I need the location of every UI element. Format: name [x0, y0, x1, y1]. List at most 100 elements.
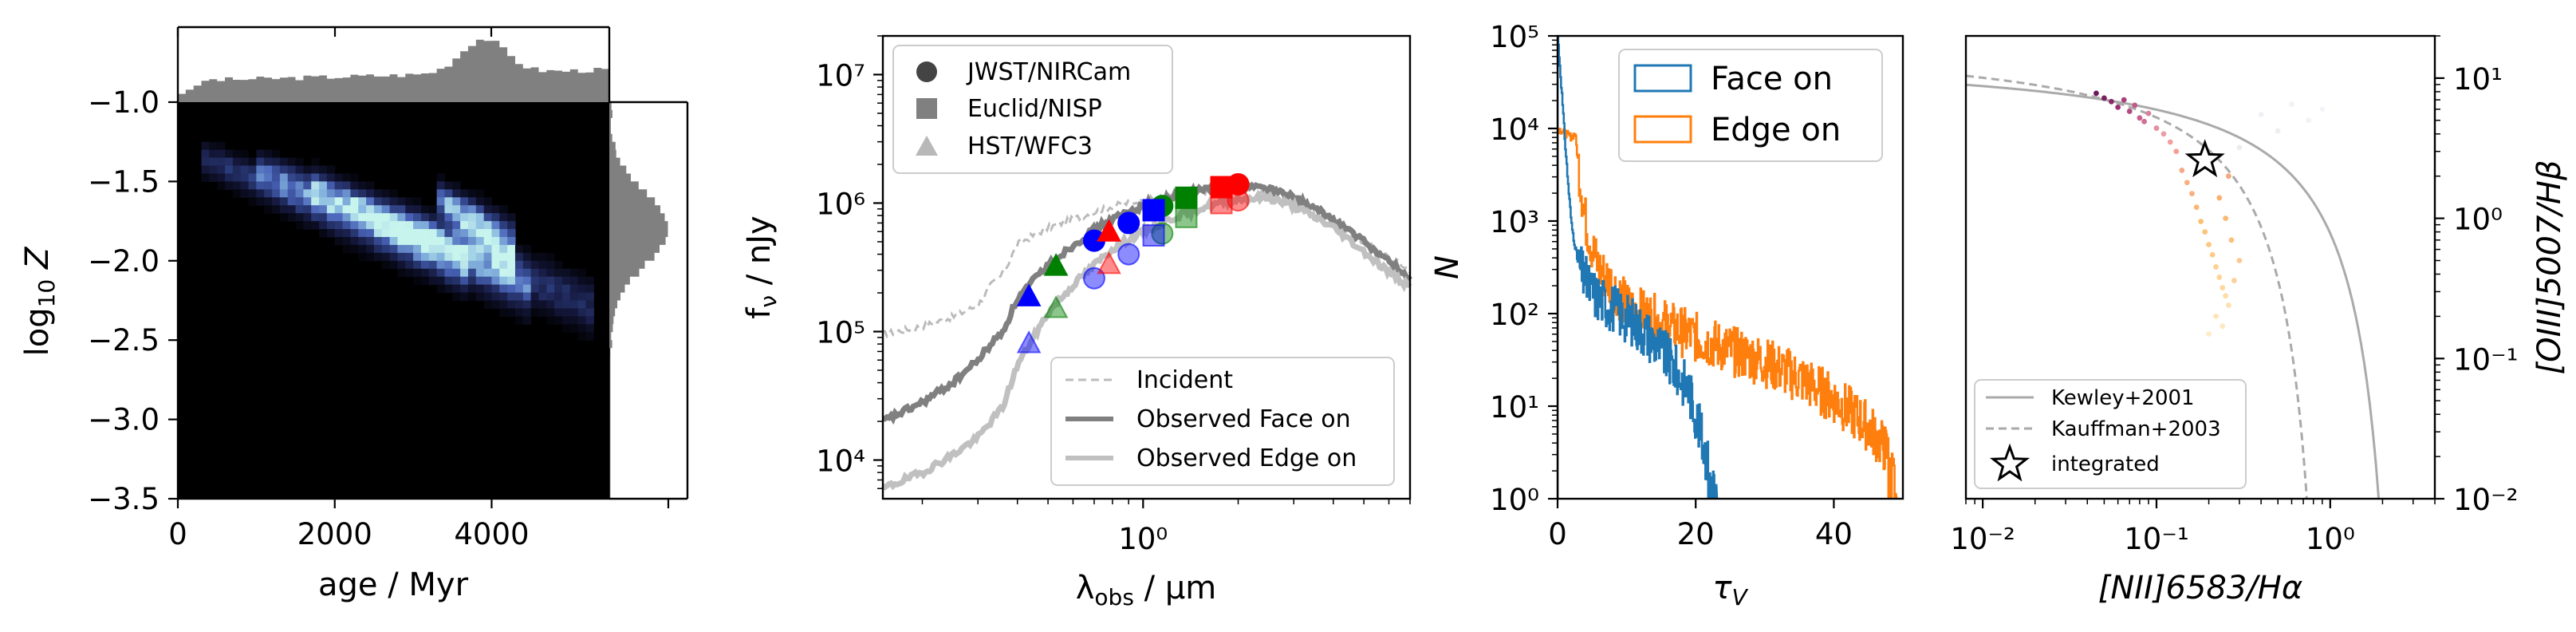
heatmap-cell [248, 197, 257, 206]
heatmap-cell [264, 173, 273, 182]
heatmap-cell [530, 284, 540, 294]
heatmap-cell [475, 260, 485, 270]
heatmap-cell [413, 276, 422, 286]
bpt-point [2236, 258, 2243, 263]
y-tick-label: 10⁶ [816, 187, 865, 221]
heatmap-cell [225, 165, 234, 175]
heatmap-cell [319, 229, 328, 238]
bpt-point [2126, 109, 2133, 114]
heatmap-cell [240, 181, 250, 190]
bpt-point [2153, 125, 2160, 131]
heatmap-cell [209, 173, 218, 182]
heatmap-cell [569, 268, 579, 278]
heatmap-cell [554, 300, 563, 310]
heatmap-cell [311, 181, 320, 190]
heatmap-cell [546, 308, 555, 317]
heatmap-cell [413, 260, 422, 270]
heatmap-cell [381, 244, 391, 254]
integrated-star-marker [2184, 139, 2225, 178]
sed-axes: 10⁰ 10⁴ 10⁵ 10⁶ 10⁷ [816, 35, 1411, 556]
heatmap-cell [436, 236, 446, 246]
heatmap-cell [358, 244, 367, 254]
bpt-point [2225, 302, 2231, 308]
heatmap-cell [287, 181, 297, 190]
legend-label: Euclid/NISP [967, 95, 1102, 123]
heatmap-cell [295, 221, 304, 230]
legend-square-marker [916, 98, 937, 119]
heatmap-cell [554, 316, 563, 325]
heatmap-cell [460, 197, 469, 206]
heatmap-cell [413, 205, 422, 214]
y-tick-label: 10⁴ [816, 444, 865, 479]
heatmap-cell [436, 284, 446, 294]
heatmap-cell [460, 213, 469, 222]
heatmap-cell [397, 252, 406, 262]
heatmap-cell [311, 197, 320, 206]
heatmap-cell [311, 213, 320, 222]
tau-histogram-face-on [1558, 36, 1719, 499]
photometry-point-edge-on [1016, 330, 1042, 354]
heatmap-cell [295, 157, 304, 167]
heatmap-cell [452, 260, 461, 270]
heatmap-cell [319, 189, 328, 198]
heatmap-cell [522, 308, 532, 317]
heatmap-cell [561, 292, 571, 302]
y-tick-label: 10⁰ [2453, 203, 2503, 237]
photometry-point-face-on [1043, 253, 1069, 276]
heatmap-cell [436, 244, 446, 254]
heatmap-cell [420, 252, 430, 262]
heatmap-cell [577, 332, 587, 341]
heatmap-cell [264, 157, 273, 167]
heatmap-cell [350, 221, 359, 230]
heatmap-cell [569, 292, 579, 302]
heatmap-cell [514, 292, 524, 302]
heatmap-cell [491, 300, 500, 310]
heatmap-cell [256, 149, 265, 159]
heatmap-cell [491, 229, 500, 238]
heatmap-cell [444, 221, 453, 230]
heatmap-cell [499, 292, 508, 302]
bpt-point [2220, 285, 2226, 290]
legend-label: Observed Face on [1136, 405, 1351, 433]
top-marginal-bars [178, 39, 609, 103]
legend-label: Face on [1711, 61, 1833, 97]
heatmap-cell [507, 260, 516, 270]
heatmap-cell [366, 213, 375, 222]
heatmap-cell [585, 300, 594, 310]
photometry-point-face-on [1142, 199, 1165, 222]
heatmap-cell [499, 229, 508, 238]
bpt-point [2228, 237, 2235, 243]
heatmap-cell [483, 213, 493, 222]
heatmap-cell [460, 292, 469, 302]
heatmap-cell [342, 236, 351, 246]
legend-face-on-swatch [1633, 64, 1692, 93]
heatmap-cell [538, 268, 547, 278]
heatmap-cell [499, 236, 508, 246]
legend-lines: Incident Observed Face on Observed Edge … [1050, 357, 1395, 486]
photometry-points [1016, 172, 1250, 354]
heatmap-cell [381, 221, 391, 230]
tau-frame [1556, 34, 1904, 500]
heatmap-cell [272, 205, 281, 214]
heatmap-cell [436, 213, 446, 222]
bpt-point [2189, 191, 2195, 197]
heatmap-cell [232, 165, 242, 175]
bpt-point [2202, 229, 2208, 235]
heatmap-cell [475, 213, 485, 222]
heatmap-cell [413, 197, 422, 206]
heatmap-cell [577, 292, 587, 302]
heatmap-cell [373, 213, 383, 222]
legend-star-marker [1989, 443, 2030, 482]
bpt-lines-area [1966, 74, 2381, 499]
heatmap-cell [569, 324, 579, 333]
heatmap-cell [585, 292, 594, 302]
heatmap-cell [483, 252, 493, 262]
heatmap-cell [217, 141, 226, 151]
heatmap-cell [413, 268, 422, 278]
heatmap-cell [272, 165, 281, 175]
legend-label: Kewley+2001 [2051, 386, 2195, 410]
heatmap-cell [287, 165, 297, 175]
x-tick-label: 4000 [454, 517, 529, 551]
heatmap-cell [569, 316, 579, 325]
heatmap-cell [530, 276, 540, 286]
